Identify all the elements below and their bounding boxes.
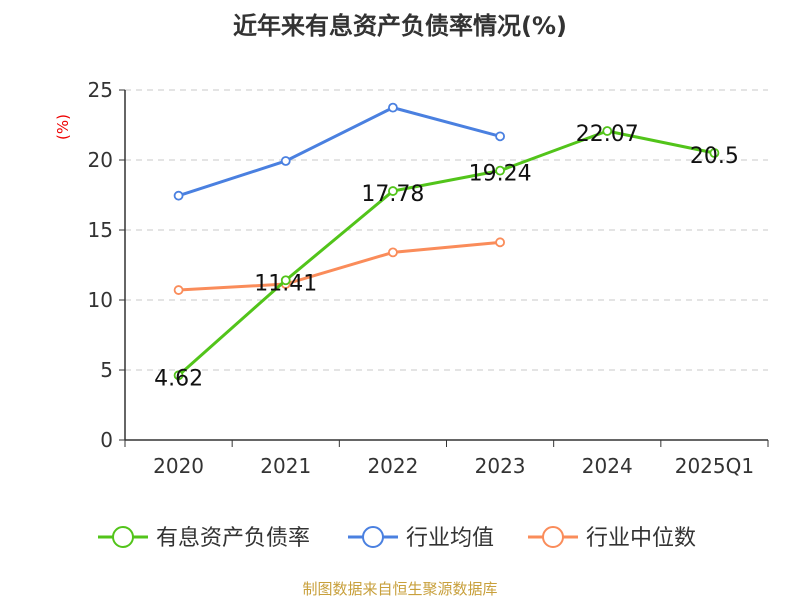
- y-axis-label: (%): [54, 114, 72, 140]
- data-point: [602, 126, 613, 136]
- data-point: [388, 247, 398, 258]
- legend-label: 行业均值: [406, 526, 494, 551]
- data-point: [173, 285, 184, 295]
- data-point: [173, 190, 184, 201]
- data-label: 4.62: [154, 366, 203, 391]
- data-label: 19.24: [469, 162, 532, 187]
- x-tick-label: 2021: [260, 454, 311, 478]
- legend-marker: [362, 526, 384, 548]
- chart-title: 近年来有息资产负债率情况(%): [233, 12, 567, 40]
- data-point: [709, 148, 720, 158]
- x-tick-label: 2022: [367, 454, 418, 478]
- x-tick-label: 2025Q1: [675, 454, 754, 478]
- legend-label: 有息资产负债率: [156, 526, 310, 551]
- legend-label: 行业中位数: [586, 526, 696, 551]
- data-label: 17.78: [361, 182, 424, 207]
- data-point: [280, 275, 291, 286]
- data-point: [495, 165, 505, 176]
- y-tick-label: 20: [88, 148, 113, 172]
- data-label: 11.41: [254, 271, 317, 296]
- data-point: [495, 237, 505, 248]
- legend-marker: [112, 526, 134, 548]
- x-tick-label: 2024: [582, 454, 633, 478]
- legend-marker: [542, 526, 564, 548]
- y-tick-label: 0: [100, 428, 113, 452]
- y-tick-label: 10: [88, 288, 113, 312]
- x-tick-label: 2020: [153, 454, 204, 478]
- y-tick-label: 15: [88, 218, 113, 242]
- y-tick-label: 5: [100, 358, 113, 382]
- data-label: 22.07: [576, 122, 639, 147]
- data-point: [388, 186, 398, 196]
- source-note: 制图数据来自恒生聚源数据库: [302, 580, 498, 598]
- y-tick-label: 25: [88, 78, 113, 102]
- data-point: [495, 131, 505, 142]
- data-label: 20.5: [690, 144, 739, 169]
- data-point: [173, 370, 184, 381]
- series-line: [177, 129, 715, 377]
- data-point: [388, 102, 398, 113]
- data-point: [280, 156, 291, 166]
- x-tick-label: 2023: [475, 454, 526, 478]
- series-line: [178, 240, 501, 292]
- series-line: [178, 106, 501, 198]
